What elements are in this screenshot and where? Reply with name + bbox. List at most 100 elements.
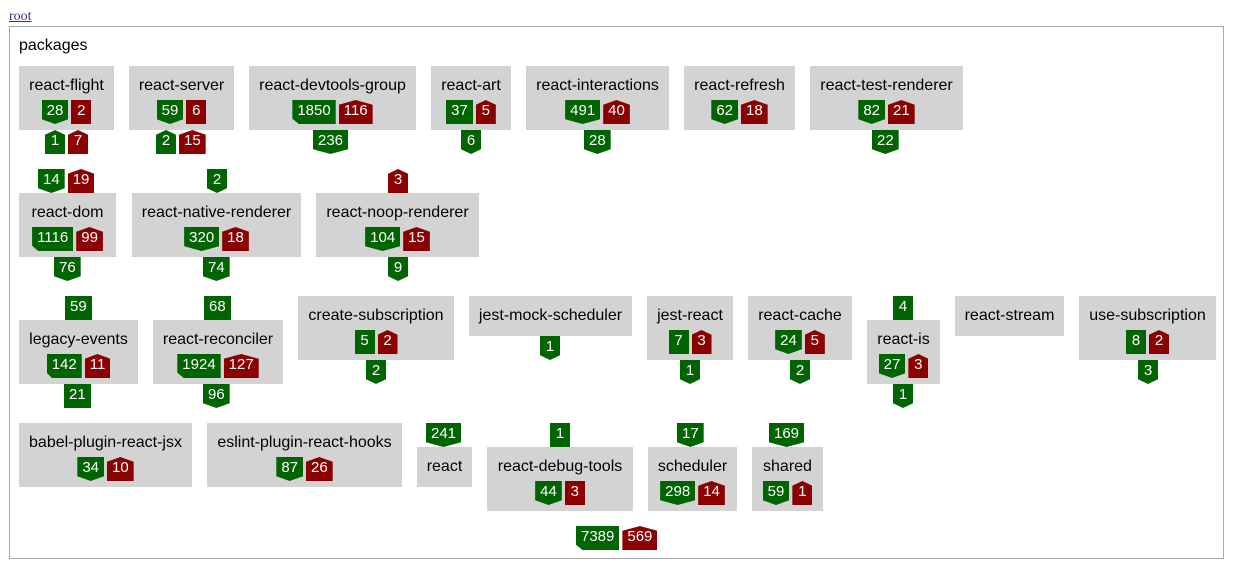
node-label: create-subscription (308, 307, 444, 324)
green-count-badge: 76 (54, 257, 81, 281)
green-count-badge: 169 (769, 423, 805, 447)
node-react-cache[interactable]: react-cache 24 5 (748, 296, 852, 360)
green-count-badge: 34 (77, 457, 104, 481)
node-label: react-test-renderer (820, 77, 953, 94)
red-count-badge: 3 (691, 330, 712, 354)
green-count-badge: 1 (45, 130, 65, 154)
node-label: react-interactions (536, 77, 659, 94)
node-react-stream[interactable]: react-stream (955, 296, 1064, 336)
node-react-noop-renderer[interactable]: react-noop-renderer 104 15 (316, 193, 479, 257)
green-count-badge: 8 (1126, 330, 1146, 354)
green-count-badge: 1 (680, 360, 700, 384)
node-label: react-native-renderer (141, 204, 292, 221)
red-count-badge: 116 (338, 100, 373, 124)
green-count-badge: 241 (426, 423, 462, 447)
red-count-badge: 15 (403, 227, 430, 251)
packages-group-frame (9, 26, 1224, 559)
node-react-interactions[interactable]: react-interactions 491 40 (526, 66, 669, 130)
node-label: react-is (877, 331, 930, 348)
node-jest-mock-scheduler[interactable]: jest-mock-scheduler (469, 296, 632, 336)
node-react-refresh[interactable]: react-refresh 62 18 (684, 66, 795, 130)
red-count-badge: 2 (71, 100, 92, 124)
node-react-test-renderer[interactable]: react-test-renderer 82 21 (810, 66, 963, 130)
node-label: react-reconciler (162, 331, 274, 348)
green-count-badge: 37 (446, 100, 473, 124)
node-babel-plugin-react-jsx[interactable]: babel-plugin-react-jsx 34 10 (19, 423, 192, 487)
red-count-badge: 18 (222, 227, 249, 251)
green-count-badge: 44 (535, 481, 562, 505)
green-count-badge: 1 (540, 336, 560, 360)
node-react-devtools-group[interactable]: react-devtools-group 1850 116 (249, 66, 416, 130)
node-react-is[interactable]: react-is 27 3 (867, 320, 940, 384)
total-green-badge: 7389 (576, 526, 620, 550)
node-label: react-noop-renderer (326, 204, 469, 221)
node-react-native-renderer[interactable]: react-native-renderer 320 18 (132, 193, 301, 257)
red-count-badge: 15 (179, 130, 206, 154)
node-react-reconciler[interactable]: react-reconciler 1924 127 (153, 320, 283, 384)
green-count-badge: 2 (366, 360, 386, 384)
root-link[interactable]: root (9, 9, 32, 24)
red-count-badge: 14 (698, 481, 725, 505)
node-react[interactable]: react (417, 447, 472, 487)
red-count-badge: 127 (223, 354, 259, 378)
green-count-badge: 5 (354, 330, 375, 354)
green-count-badge: 17 (677, 423, 704, 447)
node-label: use-subscription (1089, 307, 1206, 324)
node-legacy-events[interactable]: legacy-events 142 11 (19, 320, 138, 384)
node-react-server[interactable]: react-server 59 6 (129, 66, 234, 130)
green-count-badge: 22 (872, 130, 899, 154)
red-count-badge: 2 (377, 330, 398, 354)
green-count-badge: 28 (584, 130, 611, 154)
node-scheduler[interactable]: scheduler 298 14 (648, 447, 737, 511)
node-label: react-stream (964, 307, 1055, 324)
node-label: scheduler (657, 458, 728, 475)
node-label: jest-react (657, 307, 723, 324)
node-label: react-server (138, 77, 225, 94)
node-eslint-plugin-react-hooks[interactable]: eslint-plugin-react-hooks 87 26 (207, 423, 402, 487)
red-count-badge: 5 (804, 330, 825, 354)
green-count-badge: 491 (565, 100, 601, 124)
green-count-badge: 320 (184, 227, 220, 251)
green-count-badge: 74 (203, 257, 230, 281)
red-count-badge: 3 (564, 481, 585, 505)
node-label: react (426, 458, 463, 475)
green-count-badge: 298 (660, 481, 696, 505)
red-count-badge: 2 (1149, 330, 1169, 354)
node-label: legacy-events (29, 331, 128, 348)
node-label: react-debug-tools (497, 458, 623, 475)
node-label: react-cache (758, 307, 842, 324)
node-label: react-flight (29, 77, 104, 94)
green-count-badge: 28 (41, 100, 69, 124)
green-count-badge: 236 (313, 130, 349, 154)
green-count-badge: 2 (156, 130, 176, 154)
green-count-badge: 6 (461, 130, 481, 154)
green-count-badge: 59 (156, 100, 184, 124)
green-count-badge: 87 (276, 457, 303, 481)
node-label: shared (763, 458, 812, 475)
green-count-badge: 1116 (32, 227, 74, 251)
node-shared[interactable]: shared 59 1 (752, 447, 823, 511)
node-react-debug-tools[interactable]: react-debug-tools 44 3 (487, 447, 633, 511)
red-count-badge: 5 (475, 100, 496, 124)
green-count-badge: 4 (893, 296, 913, 320)
total-red-badge: 569 (622, 526, 658, 550)
node-react-art[interactable]: react-art 37 5 (431, 66, 511, 130)
node-label: react-refresh (694, 77, 785, 94)
node-label: babel-plugin-react-jsx (29, 434, 182, 451)
green-count-badge: 1924 (177, 354, 221, 378)
green-count-badge: 9 (388, 257, 408, 281)
red-count-badge: 10 (107, 457, 134, 481)
node-react-flight[interactable]: react-flight 28 2 (19, 66, 114, 130)
node-react-dom[interactable]: react-dom 1116 99 (19, 193, 116, 257)
green-count-badge: 68 (204, 296, 231, 320)
green-count-badge: 96 (203, 384, 230, 408)
green-count-badge: 2 (790, 360, 810, 384)
green-count-badge: 2 (207, 169, 227, 193)
green-count-badge: 27 (878, 354, 906, 378)
green-count-badge: 82 (858, 100, 885, 124)
green-count-badge: 21 (64, 384, 91, 408)
green-count-badge: 1850 (292, 100, 336, 124)
